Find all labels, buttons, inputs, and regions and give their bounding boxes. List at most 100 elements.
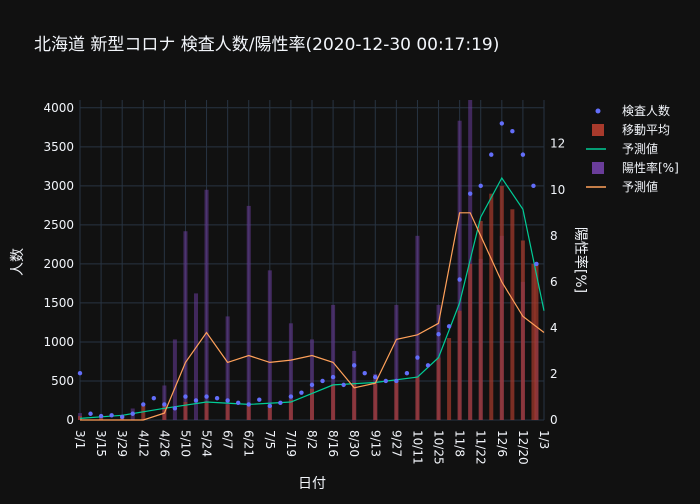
legend-label: 予測値 — [622, 179, 658, 194]
y-tick-label: 500 — [51, 374, 74, 388]
test-count-point — [183, 394, 188, 399]
test-count-point — [415, 355, 420, 360]
legend-marker-icon — [595, 108, 601, 114]
legend-swatch-icon — [592, 162, 604, 174]
y2-tick-label: 4 — [550, 321, 558, 335]
moving-avg-bar — [204, 401, 209, 420]
positivity-bar — [246, 205, 251, 420]
test-count-point — [351, 363, 357, 368]
y-tick-label: 2000 — [43, 257, 74, 271]
positivity-bar — [225, 316, 230, 420]
test-count-point — [534, 261, 539, 267]
test-count-point — [436, 331, 441, 337]
test-count-point — [119, 414, 125, 420]
y-axis-title: 人数 — [10, 248, 26, 276]
fit-lines — [79, 176, 545, 421]
test-count-point — [446, 324, 452, 329]
moving-avg-bar — [288, 399, 293, 420]
y2-axis-title: 陽性率[%] — [572, 227, 589, 293]
x-tick-label: 3/15 — [94, 430, 108, 457]
x-tick-label: 8/2 — [305, 430, 319, 449]
moving-avg-bar — [520, 240, 525, 420]
test-count-point — [151, 395, 157, 401]
x-tick-label: 12/6 — [495, 430, 509, 457]
test-count-point — [362, 370, 367, 376]
x-axis-title: 日付 — [298, 476, 326, 492]
test-count-point — [478, 183, 483, 189]
y-tick-label: 0 — [66, 413, 74, 427]
test-count-point — [225, 398, 230, 403]
y-tick-label: 2500 — [43, 218, 74, 232]
test-count-point — [141, 402, 146, 407]
test-count-point — [162, 402, 167, 407]
x-tick-label: 11/8 — [453, 430, 467, 457]
x-tick-label: 11/22 — [474, 430, 488, 465]
x-tick-label: 5/10 — [178, 430, 192, 457]
test-count-point — [520, 152, 526, 157]
moving-avg-bar — [478, 220, 483, 420]
moving-avg-bar — [489, 193, 494, 420]
x-tick-label: 10/11 — [410, 430, 424, 465]
legend-swatch-icon — [592, 124, 604, 136]
y2-tick-label: 2 — [550, 367, 558, 381]
x-tick-label: 5/24 — [200, 430, 214, 457]
moving-avg-bar — [267, 404, 272, 420]
test-count-point — [98, 413, 104, 419]
x-tick-label: 7/5 — [263, 430, 277, 449]
x-tick-label: 8/16 — [326, 430, 340, 457]
x-tick-label: 10/25 — [432, 430, 446, 465]
y-tick-label: 1500 — [43, 296, 74, 310]
moving-avg-bar — [447, 338, 452, 420]
test-count-point — [204, 394, 209, 399]
test-count-point — [330, 374, 336, 380]
moving-avg-bar — [310, 388, 314, 420]
x-tick-label: 9/27 — [389, 430, 403, 457]
test-count-point — [341, 382, 346, 388]
test-count-point — [267, 403, 273, 409]
x-tick-label: 4/12 — [136, 430, 150, 457]
y-tick-label: 1000 — [43, 335, 74, 349]
positivity-bar — [310, 339, 314, 420]
legend-label: 検査人数 — [622, 103, 670, 118]
x-tick-label: 7/19 — [284, 430, 298, 457]
moving-avg-bar — [499, 185, 504, 420]
test-count-point — [130, 411, 135, 416]
test-count-point — [383, 378, 389, 384]
positivity-bar — [204, 189, 209, 420]
y2-tick-label: 10 — [550, 183, 565, 197]
test-count-point — [193, 398, 199, 403]
test-count-point — [404, 370, 410, 376]
moving-avg-bar — [531, 263, 536, 420]
legend-label: 陽性率[%] — [622, 160, 679, 175]
x-tick-label: 6/21 — [242, 430, 256, 457]
test-count-point — [457, 277, 462, 282]
positivity-forecast-line — [80, 212, 545, 421]
test-count-point — [531, 183, 536, 189]
moving-avg-bar — [246, 405, 251, 420]
test-count-point — [467, 191, 473, 196]
positivity-bar — [288, 323, 293, 420]
test-count-point — [288, 394, 294, 399]
moving-avg-bar — [373, 383, 378, 420]
test-count-point — [510, 129, 515, 134]
moving-avg-bar — [468, 263, 473, 420]
positivity-bar — [172, 339, 177, 420]
test-count-point — [214, 395, 220, 401]
test-count-point — [309, 382, 315, 388]
positivity-bar — [415, 235, 420, 420]
y-tick-label: 3000 — [43, 179, 74, 193]
moving-avg-bar — [183, 402, 188, 420]
positivity-bar — [267, 270, 272, 420]
moving-avg-bar — [352, 382, 357, 420]
test-count-point — [88, 411, 93, 416]
positivity-bar — [194, 293, 198, 420]
x-tick-label: 6/7 — [221, 430, 235, 449]
moving-avg-bar — [436, 357, 441, 420]
x-tick-label: 3/29 — [115, 430, 129, 457]
positivity-bar — [457, 120, 462, 420]
moving-avg-bar — [394, 381, 399, 420]
x-tick-label: 3/1 — [73, 430, 87, 449]
